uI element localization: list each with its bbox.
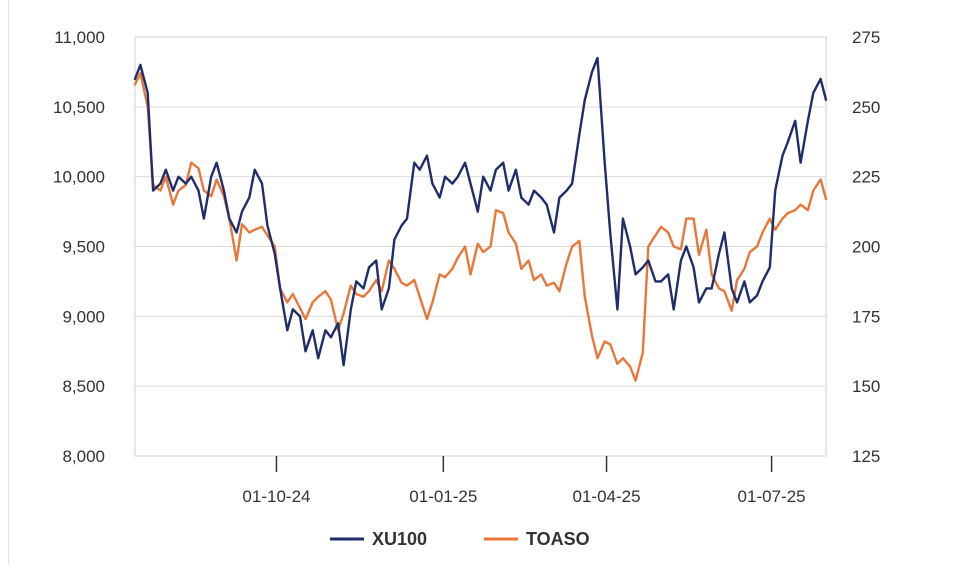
right-axis-tick-label: 175 (852, 307, 880, 326)
left-axis-tick-label: 11,000 (54, 28, 105, 47)
series-line-toaso (133, 72, 828, 382)
series-line-xu100 (133, 56, 828, 367)
x-axis-ticks: 01-10-24 01-01-25 01-04-25 01-07-25 (242, 456, 806, 506)
frame-edge (8, 0, 9, 564)
x-axis-tick-label: 01-10-24 (242, 487, 310, 506)
left-axis-ticks: 8,000 8,500 9,000 9,500 10,000 10,500 11,000 (53, 28, 105, 466)
right-axis-tick-label: 125 (852, 447, 880, 466)
left-axis-tick-label: 8,000 (62, 447, 105, 466)
x-axis-tick-label: 01-07-25 (738, 487, 806, 506)
left-axis-tick-label: 9,000 (62, 307, 105, 326)
legend: XU100 TOASO (330, 529, 590, 549)
left-axis-tick-label: 9,500 (62, 238, 105, 257)
right-axis-tick-label: 225 (852, 168, 880, 187)
x-axis-tick-label: 01-01-25 (409, 487, 477, 506)
left-axis-tick-label: 10,000 (53, 168, 105, 187)
legend-label-xu100: XU100 (372, 529, 427, 549)
grid-lines (135, 36, 826, 387)
right-axis-tick-label: 250 (852, 98, 880, 117)
right-axis-tick-label: 150 (852, 377, 880, 396)
x-axis-tick-label: 01-04-25 (573, 487, 641, 506)
right-axis-tick-label: 200 (852, 238, 880, 257)
right-axis-ticks: 125 150 175 200 225 250 275 (852, 28, 880, 466)
right-axis-tick-label: 275 (852, 28, 880, 47)
legend-label-toaso: TOASO (526, 529, 590, 549)
left-axis-tick-label: 8,500 (62, 377, 105, 396)
plot-area-frame (134, 36, 827, 457)
series-layer (133, 56, 828, 382)
left-axis-tick-label: 10,500 (53, 98, 105, 117)
